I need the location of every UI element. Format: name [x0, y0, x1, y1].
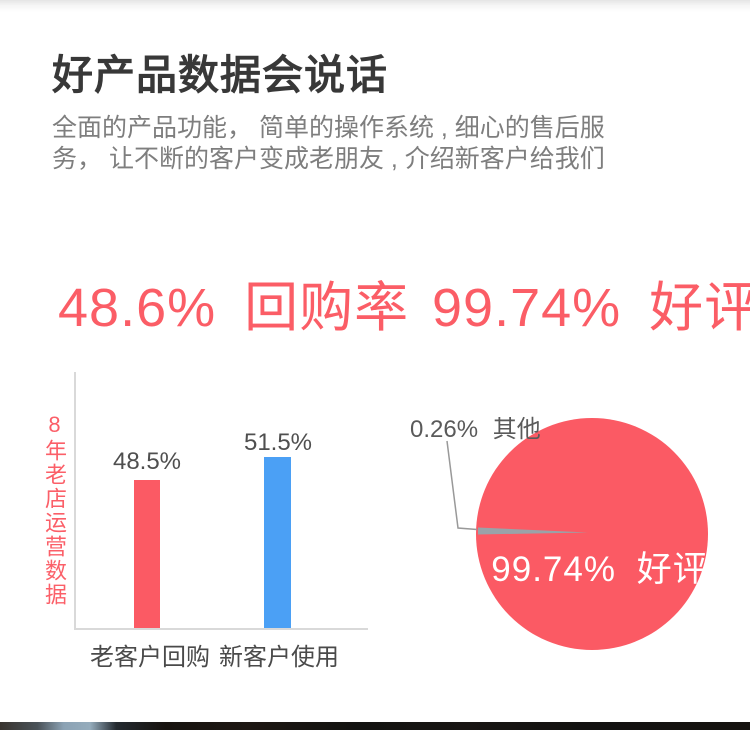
stat-praise-label: 好评 — [649, 278, 750, 338]
bar-new-customers — [264, 457, 291, 628]
bar-chart-x-axis — [74, 628, 368, 630]
bar-value-new-customers: 51.5% — [243, 429, 313, 456]
top-edge-shadow — [0, 0, 750, 12]
pie-center-text: 好评 — [636, 550, 709, 589]
stat-repurchase-label: 回购率 — [244, 278, 410, 338]
pie-sliver-other — [478, 527, 588, 535]
bar-chart-y-axis — [74, 372, 76, 630]
page-subtitle-line-1: 全面的产品功能， 简单的操作系统 , 细心的售后服 — [52, 114, 605, 142]
stat-repurchase-rate: 48.6% 回购率 — [58, 281, 409, 335]
callout-leader-line — [446, 440, 478, 531]
pie-sliver-and-callout-line — [446, 440, 588, 535]
bar-old-customers — [134, 480, 160, 628]
stat-praise-rate: 99.74% 好评 — [432, 281, 750, 335]
bar-category-new-customers: 新客户使用 — [219, 644, 339, 671]
pie-annotation-other: 0.26% 其他 — [410, 409, 541, 444]
pie-annotation-other-value: 0.26% — [410, 416, 479, 443]
next-section-photo-edge — [0, 722, 750, 730]
page-subtitle: 全面的产品功能， 简单的操作系统 , 细心的售后服 务， 让不断的客户变成老朋友… — [52, 113, 700, 175]
pie-center-label-praise: 99.74% 好评 — [484, 541, 716, 592]
pie-annotation-other-label: 其他 — [492, 416, 541, 443]
stat-praise-value: 99.74% — [432, 278, 622, 338]
page-subtitle-line-2: 务， 让不断的客户变成老朋友 , 介绍新客户给我们 — [52, 145, 605, 173]
page-title: 好产品数据会说话 — [52, 52, 388, 98]
stat-repurchase-value: 48.6% — [58, 278, 217, 338]
pie-chart-circle — [476, 418, 708, 650]
bar-value-old-customers: 48.5% — [112, 448, 182, 475]
pie-center-value: 99.74% — [491, 550, 616, 589]
bar-chart-side-label: 8年老店运营数据 — [42, 412, 67, 607]
bar-category-old-customers: 老客户回购 — [90, 644, 210, 671]
